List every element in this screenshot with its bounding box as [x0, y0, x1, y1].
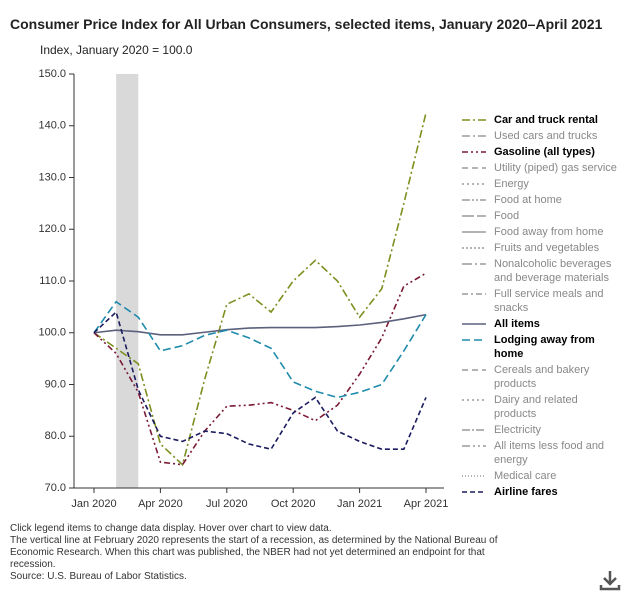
legend-swatch: [462, 399, 486, 401]
y-tick-label: 90.0: [45, 378, 66, 390]
legend-item[interactable]: Car and truck rental: [462, 113, 622, 127]
legend-label: Electricity: [494, 424, 542, 436]
legend: Car and truck rental Used cars and trucks…: [462, 113, 622, 501]
x-tick-label: Oct 2020: [271, 498, 316, 510]
legend-swatch: [462, 475, 486, 477]
legend-swatch: [462, 491, 486, 493]
legend-swatch: [462, 183, 486, 185]
legend-label: Food at home: [494, 194, 562, 206]
chart-subtitle: Index, January 2020 = 100.0: [40, 43, 193, 57]
legend-label: Lodging away from home: [494, 334, 595, 360]
legend-item[interactable]: All items: [462, 317, 622, 331]
legend-swatch: [462, 323, 486, 325]
legend-swatch: [462, 135, 486, 137]
y-tick-label: 150.0: [38, 68, 66, 80]
legend-item[interactable]: Nonalcoholic beverages and beverage mate…: [462, 257, 622, 285]
legend-swatch: [462, 199, 486, 201]
legend-swatch: [462, 429, 486, 431]
legend-item[interactable]: Food: [462, 209, 622, 223]
x-tick-label: Apr 2020: [138, 498, 183, 510]
legend-item[interactable]: All items less food and energy: [462, 439, 622, 467]
legend-label: Fruits and vegetables: [494, 242, 600, 254]
series-line: [93, 112, 427, 467]
legend-label: All items: [494, 318, 540, 330]
legend-item[interactable]: Full service meals and snacks: [462, 287, 622, 315]
legend-swatch: [462, 339, 486, 341]
legend-item[interactable]: Lodging away from home: [462, 333, 622, 361]
legend-item[interactable]: Gasoline (all types): [462, 145, 622, 159]
legend-swatch: [462, 263, 486, 265]
y-tick-label: 140.0: [38, 120, 66, 132]
series-line: [93, 300, 427, 399]
legend-swatch: [462, 445, 486, 447]
legend-label: Cereals and bakery products: [494, 364, 590, 390]
legend-label: All items less food and energy: [494, 440, 605, 466]
series-line: [93, 310, 427, 451]
legend-item[interactable]: Medical care: [462, 469, 622, 483]
legend-label: Food away from home: [494, 226, 604, 238]
x-tick-label: Jul 2020: [206, 498, 248, 510]
notes: Click legend items to change data displa…: [10, 523, 530, 583]
legend-label: Full service meals and snacks: [494, 288, 604, 314]
legend-item[interactable]: Dairy and related products: [462, 393, 622, 421]
chart-title: Consumer Price Index for All Urban Consu…: [10, 16, 603, 32]
y-tick-label: 100.0: [38, 327, 66, 339]
recession-band: [116, 74, 139, 488]
legend-item[interactable]: Used cars and trucks: [462, 129, 622, 143]
legend-item[interactable]: Electricity: [462, 423, 622, 437]
x-tick-label: Apr 2021: [404, 498, 449, 510]
legend-label: Dairy and related products: [494, 394, 578, 420]
legend-item[interactable]: Airline fares: [462, 485, 622, 499]
legend-swatch: [462, 215, 486, 217]
legend-label: Utility (piped) gas service: [494, 162, 617, 174]
chart: 70.0 80.0 90.0 100.0 110.0 120.0 130.0 140.0 150…: [38, 68, 449, 510]
legend-item[interactable]: Energy: [462, 177, 622, 191]
legend-label: Food: [494, 210, 520, 222]
legend-item[interactable]: Fruits and vegetables: [462, 241, 622, 255]
legend-item[interactable]: Utility (piped) gas service: [462, 161, 622, 175]
y-tick-label: 120.0: [38, 223, 66, 235]
note: Source: U.S. Bureau of Labor Statistics.: [10, 571, 187, 582]
legend-label: Airline fares: [494, 486, 558, 498]
legend-label: Gasoline (all types): [494, 146, 595, 158]
legend-swatch: [462, 231, 486, 233]
legend-item[interactable]: Food at home: [462, 193, 622, 207]
x-tick-label: Jan 2021: [337, 498, 382, 510]
legend-swatch: [462, 369, 486, 371]
legend-item[interactable]: Cereals and bakery products: [462, 363, 622, 391]
series-line: [93, 272, 427, 466]
legend-label: Used cars and trucks: [494, 130, 598, 142]
legend-label: Nonalcoholic beverages and beverage mate…: [494, 258, 612, 284]
legend-swatch: [462, 151, 486, 153]
x-tick-label: Jan 2020: [71, 498, 116, 510]
legend-swatch: [462, 247, 486, 249]
y-tick-label: 70.0: [45, 482, 66, 494]
y-tick-label: 110.0: [39, 275, 66, 287]
legend-label: Energy: [494, 178, 529, 190]
legend-swatch: [462, 119, 486, 121]
note: Click legend items to change data displa…: [10, 523, 332, 534]
download-icon[interactable]: [598, 568, 622, 592]
y-tick-label: 80.0: [45, 430, 66, 442]
legend-label: Medical care: [494, 470, 557, 482]
legend-item[interactable]: Food away from home: [462, 225, 622, 239]
legend-label: Car and truck rental: [494, 114, 598, 126]
note: The vertical line at February 2020 repre…: [10, 535, 498, 570]
legend-swatch: [462, 167, 486, 169]
legend-swatch: [462, 293, 486, 295]
y-tick-label: 130.0: [38, 171, 66, 183]
